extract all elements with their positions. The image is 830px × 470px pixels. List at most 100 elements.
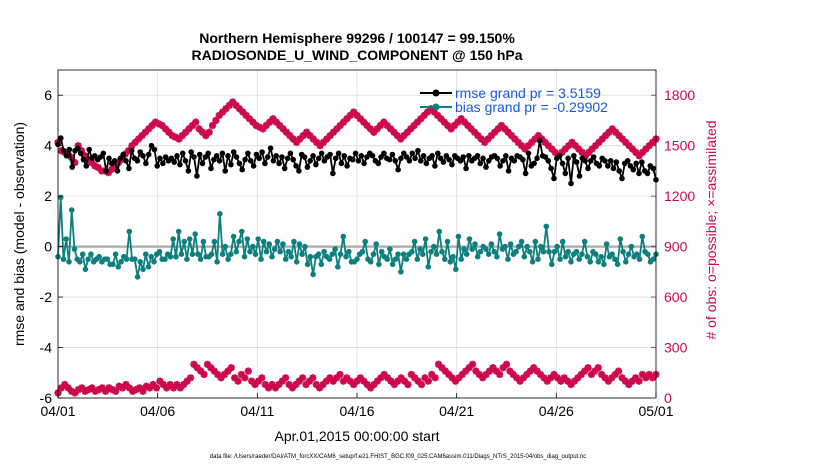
- bias-point: [409, 248, 415, 255]
- obs-possible-point: [81, 387, 89, 395]
- rmse-point: [500, 158, 506, 164]
- obs-possible-point: [186, 374, 195, 382]
- rmse-point: [83, 163, 90, 169]
- obs-possible-point: [122, 380, 130, 389]
- bias-point: [143, 251, 149, 257]
- rmse-point: [123, 158, 129, 164]
- obs-possible-point: [163, 384, 171, 392]
- rmse-point: [151, 146, 158, 153]
- rmse-point: [239, 166, 245, 173]
- bias-point: [524, 243, 530, 250]
- rmse-point: [140, 153, 146, 159]
- rmse-point: [304, 164, 311, 170]
- obs-possible-point: [434, 360, 443, 368]
- bias-point: [581, 238, 588, 245]
- footer-data-file: data file: /Users/raeder/DAI/ATM_forcXX/…: [210, 454, 586, 460]
- rmse-point: [596, 163, 603, 169]
- rmse-point: [63, 153, 70, 159]
- bias-point: [211, 238, 218, 245]
- obs-possible-point: [625, 380, 633, 389]
- rmse-point: [386, 156, 393, 163]
- obs-assimilated-point: [481, 138, 489, 146]
- obs-possible-point: [339, 377, 348, 385]
- bias-point: [329, 251, 336, 257]
- bias-point: [132, 256, 138, 263]
- rmse-point: [432, 163, 438, 169]
- bias-point: [609, 251, 615, 257]
- bias-point: [258, 256, 264, 263]
- obs-possible-point: [159, 380, 167, 389]
- obs-assimilated-point: [128, 142, 136, 150]
- obs-possible-point: [458, 370, 466, 379]
- rmse-point: [460, 154, 467, 160]
- obs-assimilated-point: [360, 118, 368, 126]
- obs-assimilated-point: [514, 138, 522, 146]
- obs-possible-point: [210, 367, 218, 375]
- obs-assimilated-point: [454, 118, 462, 126]
- bias-point: [346, 248, 352, 255]
- obs-possible-point: [451, 377, 460, 385]
- bias-point: [233, 248, 240, 255]
- obs-possible-point: [543, 377, 551, 385]
- obs-assimilated-point: [343, 115, 351, 123]
- bias-point: [337, 251, 344, 257]
- rmse-point: [310, 153, 316, 159]
- bias-point: [88, 251, 94, 257]
- bias-point: [197, 256, 204, 263]
- bias-point: [123, 256, 130, 263]
- obs-assimilated-point: [81, 152, 89, 160]
- rmse-point: [613, 159, 620, 165]
- bias-point: [428, 248, 434, 255]
- obs-assimilated-point: [376, 121, 385, 130]
- bias-point: [252, 251, 259, 257]
- rmse-point: [228, 161, 234, 168]
- obs-possible-point: [193, 364, 201, 372]
- obs-possible-point: [333, 374, 341, 382]
- obs-assimilated-point: [178, 132, 186, 140]
- bias-point: [433, 251, 440, 257]
- bias-point: [469, 246, 476, 252]
- bias-point: [466, 236, 473, 242]
- bias-point: [175, 228, 182, 235]
- obs-assimilated-point: [393, 132, 401, 140]
- obs-assimilated-point: [524, 142, 532, 150]
- bias-point: [472, 241, 478, 247]
- bias-point: [422, 236, 429, 242]
- rmse-point: [624, 158, 631, 164]
- rmse-point: [392, 158, 399, 164]
- rmse-point: [296, 168, 302, 174]
- rmse-point: [418, 158, 424, 164]
- obs-possible-point: [377, 374, 385, 382]
- obs-assimilated-point: [507, 132, 516, 140]
- obs-possible-point: [632, 374, 640, 382]
- obs-assimilated-point: [326, 132, 334, 140]
- obs-assimilated-point: [390, 128, 398, 136]
- rmse-point: [531, 160, 537, 167]
- obs-assimilated-point: [165, 128, 173, 136]
- bias-point: [318, 261, 325, 268]
- bias-point: [557, 256, 563, 263]
- obs-possible-series: [54, 360, 660, 397]
- bias-point: [71, 246, 78, 252]
- bias-point: [222, 243, 229, 250]
- legend-rmse-label: rmse grand pr = 3.5159: [455, 85, 601, 101]
- rmse-point: [525, 150, 532, 157]
- obs-assimilated-point: [71, 158, 79, 167]
- obs-assimilated-point: [403, 128, 411, 136]
- obs-assimilated-point: [615, 132, 623, 140]
- obs-possible-point: [635, 377, 643, 385]
- bias-point: [140, 266, 146, 273]
- bias-point: [277, 248, 284, 255]
- obs-assimilated-point: [413, 118, 422, 126]
- bias-point: [321, 248, 327, 255]
- rmse-point: [276, 160, 282, 167]
- x-tick-label: 04/21: [439, 403, 474, 419]
- obs-possible-point: [387, 377, 395, 385]
- rmse-point: [605, 163, 611, 169]
- bias-point: [170, 236, 176, 242]
- obs-assimilated-point: [329, 128, 338, 136]
- obs-possible-point: [523, 370, 531, 379]
- obs-assimilated-point: [618, 135, 627, 143]
- obs-possible-point: [424, 377, 432, 385]
- obs-assimilated-point: [182, 128, 190, 136]
